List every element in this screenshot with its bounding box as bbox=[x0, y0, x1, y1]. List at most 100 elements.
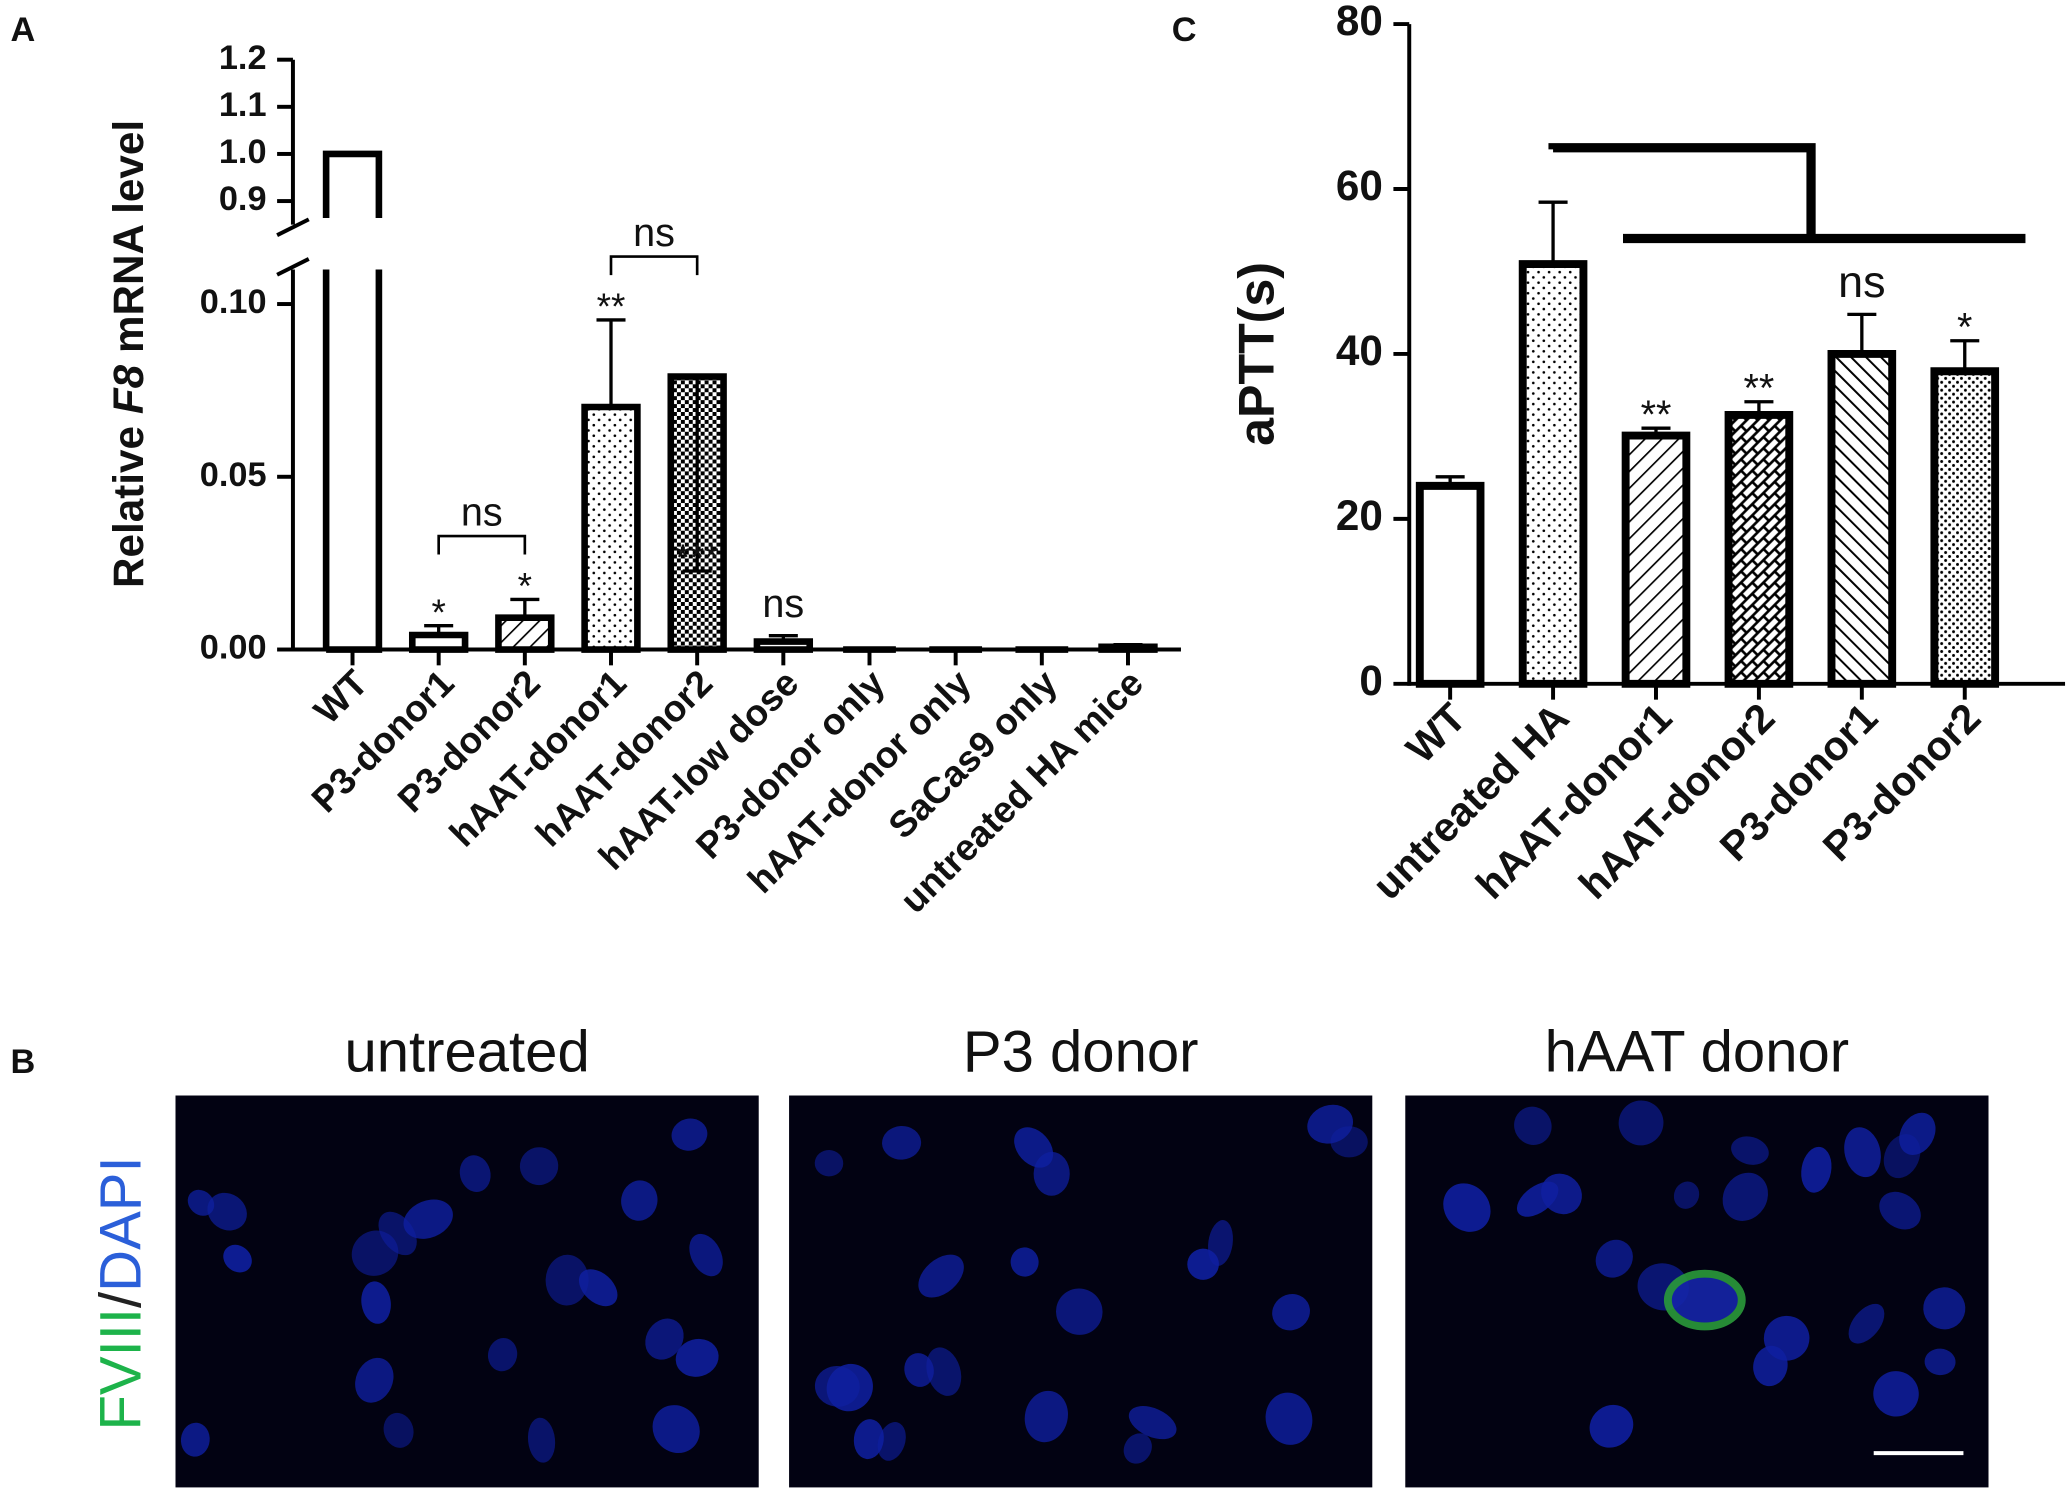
significance-label: ns bbox=[762, 582, 804, 626]
y-tick-label: 40 bbox=[1336, 327, 1383, 374]
nucleus bbox=[926, 1347, 962, 1396]
error-bar bbox=[1641, 426, 1671, 436]
axis-break bbox=[276, 257, 310, 277]
nucleus bbox=[645, 1318, 684, 1360]
error-bar bbox=[1113, 643, 1143, 647]
bar bbox=[1724, 411, 1794, 688]
error-bar bbox=[596, 318, 626, 407]
comparison-bracket bbox=[609, 255, 699, 276]
error-bar bbox=[682, 376, 712, 573]
image-title: P3 donor bbox=[963, 1019, 1199, 1084]
significance-label: ns bbox=[1838, 256, 1885, 307]
y-axis-label-part: mRNA level bbox=[105, 120, 152, 353]
comparison-label: ns bbox=[633, 211, 675, 255]
error-bar bbox=[1744, 400, 1774, 415]
significance-label: * bbox=[1957, 306, 1972, 350]
nucleus bbox=[527, 1417, 556, 1463]
bar bbox=[1827, 349, 1897, 688]
nucleus bbox=[877, 1422, 906, 1461]
axis-break bbox=[276, 217, 310, 237]
significance-label: * bbox=[431, 592, 445, 633]
bar bbox=[581, 403, 641, 653]
nucleus bbox=[1923, 1287, 1966, 1330]
nucleus bbox=[1541, 1173, 1582, 1215]
image-title: untreated bbox=[344, 1019, 589, 1084]
bar bbox=[1621, 431, 1691, 688]
nucleus bbox=[671, 1118, 708, 1151]
bar bbox=[408, 631, 469, 653]
bar bbox=[1415, 481, 1485, 688]
y-tick-label: 0.9 bbox=[219, 180, 267, 218]
nucleus bbox=[519, 1147, 559, 1186]
nucleus bbox=[882, 1126, 922, 1160]
y-tick-label: 1.2 bbox=[219, 39, 267, 77]
group-bracket bbox=[1548, 143, 2026, 244]
nucleus bbox=[1801, 1146, 1832, 1193]
bar bbox=[495, 614, 555, 653]
nucleus bbox=[361, 1281, 391, 1324]
y-tick-label: 0 bbox=[1359, 657, 1382, 704]
error-bar bbox=[1847, 312, 1877, 354]
nucleus bbox=[1056, 1288, 1103, 1335]
bar bbox=[753, 638, 814, 653]
y-tick-label: 80 bbox=[1336, 0, 1383, 44]
y-tick-label: 1.1 bbox=[219, 86, 267, 124]
error-bar bbox=[768, 634, 798, 642]
significance-label: * bbox=[518, 566, 532, 607]
comparison-bracket bbox=[437, 534, 527, 555]
y-tick-label: 20 bbox=[1336, 492, 1383, 539]
panel-label: A bbox=[11, 11, 36, 49]
nucleus bbox=[675, 1338, 719, 1377]
nucleus bbox=[918, 1254, 964, 1298]
stain-separator: / bbox=[89, 1291, 154, 1308]
fviii-signal bbox=[1663, 1269, 1746, 1331]
significance-label: ** bbox=[1641, 393, 1672, 437]
y-tick-label: 1.0 bbox=[219, 133, 267, 171]
nucleus bbox=[187, 1189, 215, 1216]
y-tick-label: 0.00 bbox=[200, 629, 267, 667]
nucleus bbox=[1848, 1303, 1885, 1344]
nucleus bbox=[652, 1405, 700, 1454]
nucleus bbox=[1873, 1371, 1919, 1417]
y-tick-label: 0.10 bbox=[200, 283, 267, 321]
nucleus bbox=[1010, 1247, 1039, 1277]
error-bar bbox=[510, 597, 540, 618]
nucleus bbox=[1265, 1392, 1313, 1445]
nucleus bbox=[1899, 1112, 1936, 1156]
error-bar bbox=[1538, 200, 1568, 265]
nucleus bbox=[459, 1155, 491, 1193]
error-bar bbox=[1435, 475, 1465, 486]
stain-label: FVIII/DAPI bbox=[89, 1156, 154, 1430]
nucleus bbox=[689, 1233, 723, 1277]
nucleus bbox=[545, 1254, 589, 1306]
significance-label: ** bbox=[597, 286, 626, 327]
panel-label: C bbox=[1172, 11, 1197, 49]
significance-label: *** bbox=[676, 537, 719, 578]
significance-label: ** bbox=[1744, 367, 1775, 411]
error-bar bbox=[1950, 339, 1980, 372]
y-tick-label: 60 bbox=[1336, 162, 1383, 209]
nucleus bbox=[403, 1199, 453, 1239]
nucleus bbox=[1024, 1390, 1068, 1443]
bar bbox=[1098, 643, 1158, 653]
nucleus bbox=[355, 1357, 394, 1403]
nucleus bbox=[180, 1422, 210, 1457]
nucleus bbox=[904, 1353, 934, 1387]
nucleus bbox=[1722, 1172, 1769, 1221]
nucleus bbox=[351, 1230, 399, 1276]
nucleus bbox=[853, 1419, 884, 1460]
comparison-label: ns bbox=[461, 490, 503, 534]
stain-green: FVIII bbox=[89, 1308, 154, 1431]
nucleus bbox=[1272, 1293, 1310, 1331]
y-axis-label-part: Relative bbox=[105, 426, 152, 588]
nucleus bbox=[1123, 1433, 1152, 1464]
nucleus bbox=[826, 1363, 873, 1412]
nucleus bbox=[1924, 1348, 1956, 1376]
nucleus bbox=[223, 1244, 252, 1273]
nucleus bbox=[814, 1150, 844, 1177]
error-bar bbox=[424, 624, 454, 636]
nucleus bbox=[207, 1192, 247, 1231]
nucleus bbox=[1330, 1126, 1368, 1158]
image-title: hAAT donor bbox=[1545, 1019, 1849, 1084]
